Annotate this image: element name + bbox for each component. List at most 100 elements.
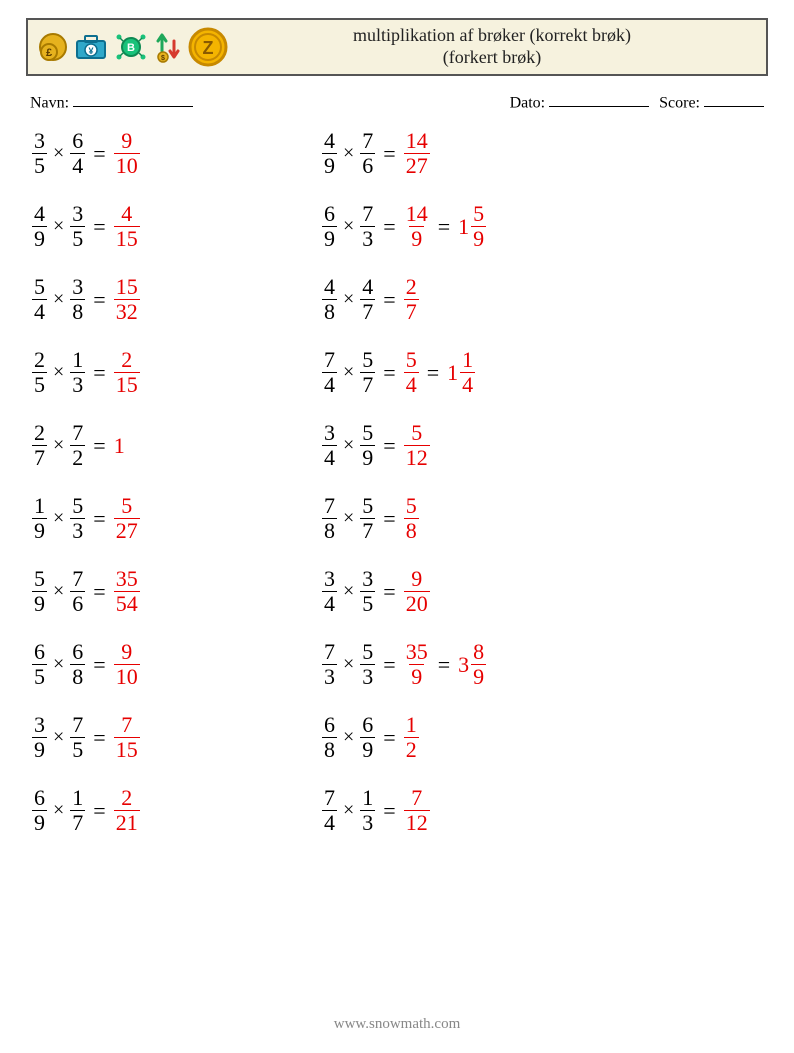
times-operator: × — [343, 215, 354, 238]
fraction: 47 — [360, 276, 375, 323]
equals-sign: = — [383, 798, 395, 824]
denominator: 15 — [114, 372, 140, 396]
denominator: 5 — [360, 591, 375, 615]
denominator: 9 — [360, 737, 375, 761]
equals-sign: = — [93, 287, 105, 313]
denominator: 4 — [32, 299, 47, 323]
problem: 49×35=415 — [32, 203, 322, 250]
equals-sign: = — [438, 652, 450, 678]
numerator: 3 — [360, 568, 375, 591]
denominator: 9 — [471, 664, 486, 688]
fraction: 53 — [70, 495, 85, 542]
fraction: 25 — [32, 349, 47, 396]
numerator: 4 — [322, 130, 337, 153]
fraction: 74 — [322, 787, 337, 834]
numerator: 5 — [360, 422, 375, 445]
denominator: 6 — [360, 153, 375, 177]
numerator: 6 — [32, 787, 47, 810]
denominator: 9 — [409, 226, 424, 250]
times-operator: × — [53, 288, 64, 311]
denominator: 12 — [404, 810, 430, 834]
problem-row: 39×75=71568×69=12 — [32, 714, 762, 761]
fraction: 19 — [32, 495, 47, 542]
equals-sign: = — [93, 141, 105, 167]
denominator: 7 — [32, 445, 47, 469]
answer-fraction: 215 — [114, 349, 140, 396]
denominator: 9 — [32, 226, 47, 250]
numerator: 5 — [360, 641, 375, 664]
coin-z-icon: Z — [188, 27, 228, 67]
denominator: 5 — [70, 226, 85, 250]
numerator: 2 — [32, 422, 47, 445]
svg-text:¥: ¥ — [88, 46, 93, 56]
numerator: 6 — [32, 641, 47, 664]
problem: 54×38=1532 — [32, 276, 322, 323]
problem: 74×13=712 — [322, 787, 762, 834]
fraction: 49 — [32, 203, 47, 250]
times-operator: × — [53, 142, 64, 165]
fraction: 54 — [32, 276, 47, 323]
numerator: 1 — [70, 787, 85, 810]
times-operator: × — [343, 799, 354, 822]
problem-row: 49×35=41569×73=149=159 — [32, 203, 762, 250]
denominator: 9 — [32, 737, 47, 761]
problem: 68×69=12 — [322, 714, 762, 761]
problem: 35×64=910 — [32, 130, 322, 177]
numerator: 1 — [460, 349, 475, 372]
fraction: 89 — [471, 641, 486, 688]
times-operator: × — [53, 726, 64, 749]
problem: 34×59=512 — [322, 422, 762, 469]
fraction: 72 — [70, 422, 85, 469]
numerator: 4 — [32, 203, 47, 226]
numerator: 5 — [360, 349, 375, 372]
denominator: 4 — [322, 810, 337, 834]
problem: 69×73=149=159 — [322, 203, 762, 250]
denominator: 3 — [360, 810, 375, 834]
numerator: 6 — [322, 203, 337, 226]
times-operator: × — [343, 726, 354, 749]
fraction: 65 — [32, 641, 47, 688]
times-operator: × — [53, 507, 64, 530]
numerator: 4 — [360, 276, 375, 299]
equals-sign: = — [93, 798, 105, 824]
title-line-2: (forkert brøk) — [228, 47, 756, 69]
times-operator: × — [53, 580, 64, 603]
numerator: 9 — [409, 568, 424, 591]
fraction: 69 — [322, 203, 337, 250]
coin-bitcoin-icon: B — [114, 32, 148, 62]
fraction: 59 — [471, 203, 486, 250]
numerator: 7 — [360, 130, 375, 153]
answer-fraction: 149 — [404, 203, 430, 250]
denominator: 7 — [404, 299, 419, 323]
numerator: 2 — [32, 349, 47, 372]
numerator: 3 — [70, 203, 85, 226]
answer-fraction: 221 — [114, 787, 140, 834]
mixed-whole: 3 — [458, 652, 469, 678]
answer-fraction: 715 — [114, 714, 140, 761]
numerator: 1 — [360, 787, 375, 810]
problem: 73×53=359=389 — [322, 641, 762, 688]
fraction: 68 — [70, 641, 85, 688]
problem: 65×68=910 — [32, 641, 322, 688]
fraction: 76 — [70, 568, 85, 615]
fraction: 57 — [360, 349, 375, 396]
times-operator: × — [343, 653, 354, 676]
fraction: 73 — [360, 203, 375, 250]
denominator: 8 — [322, 737, 337, 761]
equals-sign: = — [93, 652, 105, 678]
denominator: 12 — [404, 445, 430, 469]
equals-sign: = — [383, 725, 395, 751]
worksheet-title: multiplikation af brøker (korrekt brøk) … — [228, 25, 756, 68]
problem: 78×57=58 — [322, 495, 762, 542]
date-score-field: Dato: Score: — [510, 92, 764, 112]
denominator: 27 — [114, 518, 140, 542]
meta-row: Navn: Dato: Score: — [30, 92, 764, 112]
numerator: 2 — [119, 787, 134, 810]
answer-fraction: 27 — [404, 276, 419, 323]
answer-fraction: 1427 — [404, 130, 430, 177]
numerator: 5 — [360, 495, 375, 518]
denominator: 4 — [460, 372, 475, 396]
numerator: 9 — [119, 130, 134, 153]
denominator: 5 — [32, 153, 47, 177]
denominator: 3 — [360, 226, 375, 250]
